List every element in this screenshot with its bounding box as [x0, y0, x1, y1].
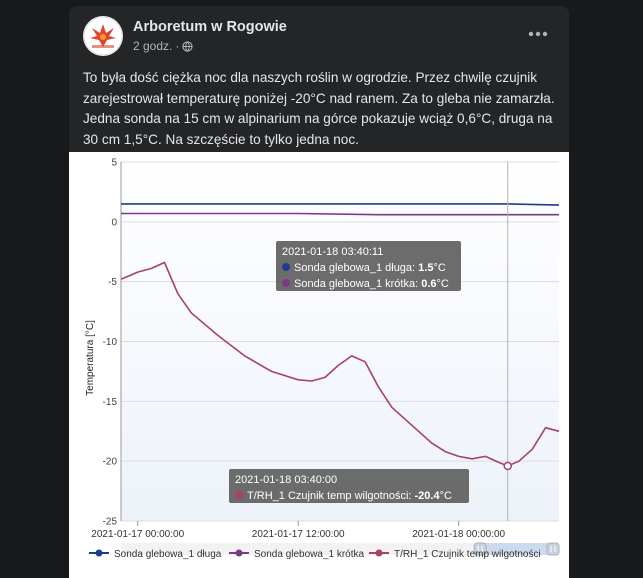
- tooltip-series-dot: [282, 279, 290, 287]
- legend-marker: [375, 549, 383, 557]
- post-meta: 2 godz. ·: [133, 39, 194, 53]
- page-name[interactable]: Arboretum w Rogowie: [133, 19, 287, 35]
- y-tick-label: -20: [103, 457, 118, 468]
- legend-label: T/RH_1 Czujnik temp wilgotności: [394, 549, 541, 560]
- post-card: Arboretum w Rogowie 2 godz. · To była do…: [69, 6, 569, 578]
- series-line-1[interactable]: [121, 203, 560, 206]
- post-time[interactable]: 2 godz.: [133, 39, 173, 53]
- hover-point-marker: [503, 461, 512, 471]
- tooltip-series-dot: [235, 491, 243, 499]
- chart-image[interactable]: 5 0 -5 -10 -15 -20 -25 2021-01-17 00:00:00 2021…: [69, 152, 569, 578]
- legend-label: Sonda glebowa_1 krótka: [254, 549, 365, 560]
- legend-item[interactable]: Sonda glebowa_1 długa: [89, 549, 222, 560]
- arboretum-logo-icon: [83, 16, 123, 56]
- avatar[interactable]: [83, 16, 123, 56]
- y-tick-label: -25: [103, 517, 118, 528]
- tooltip-top: 2021-01-18 03:40:11 Sonda glebowa_1 długa…: [276, 241, 461, 291]
- navigator-handle[interactable]: [546, 542, 560, 556]
- x-tick-label: 2021-01-17 12:00:00: [252, 529, 345, 540]
- y-tick-label: -15: [103, 397, 118, 408]
- tooltip-title: 2021-01-18 03:40:00: [235, 474, 337, 486]
- tooltip-bottom: 2021-01-18 03:40:00 T/RH_1 Czujnik temp w…: [229, 469, 469, 503]
- legend-marker: [235, 549, 243, 557]
- temperature-chart: 5 0 -5 -10 -15 -20 -25 2021-01-17 00:00:00 2021…: [85, 158, 560, 560]
- series-line-3[interactable]: [120, 261, 560, 467]
- legend-label: Sonda glebowa_1 długa: [114, 549, 222, 560]
- y-axis-label: Temperatura [°C]: [85, 320, 96, 396]
- more-horizontal-icon[interactable]: [525, 24, 551, 44]
- tooltip-title: 2021-01-18 03:40:11: [282, 246, 383, 258]
- post-text: To była dość ciężka noc dla naszych rośl…: [83, 70, 555, 147]
- series-line-2[interactable]: [121, 212, 559, 216]
- x-tick-label: 2021-01-18 00:00:00: [412, 529, 505, 540]
- legend-item[interactable]: T/RH_1 Czujnik temp wilgotności: [369, 549, 541, 560]
- navigator-handle[interactable]: [473, 542, 487, 556]
- meta-separator: ·: [175, 39, 180, 53]
- x-tick-label: 2021-01-17 00:00:00: [91, 529, 184, 540]
- globe-icon: [182, 40, 194, 52]
- y-tick-label: 0: [111, 217, 117, 228]
- y-tick-label: -10: [103, 337, 118, 348]
- tooltip-row: Sonda glebowa_1 długa: 1.5°C: [294, 262, 446, 274]
- y-tick-label: 5: [111, 158, 117, 169]
- tooltip-row: T/RH_1 Czujnik temp wilgotności: -20.4°C: [247, 490, 452, 502]
- post-header: Arboretum w Rogowie 2 godz. ·: [69, 6, 569, 64]
- tooltip-row: Sonda glebowa_1 krótka: 0.6°C: [294, 278, 449, 290]
- tooltip-series-dot: [282, 263, 290, 271]
- navigator-selection[interactable]: [480, 543, 553, 555]
- legend-marker: [95, 549, 103, 557]
- y-tick-label: -5: [108, 277, 117, 288]
- legend-item[interactable]: Sonda glebowa_1 krótka: [229, 549, 365, 560]
